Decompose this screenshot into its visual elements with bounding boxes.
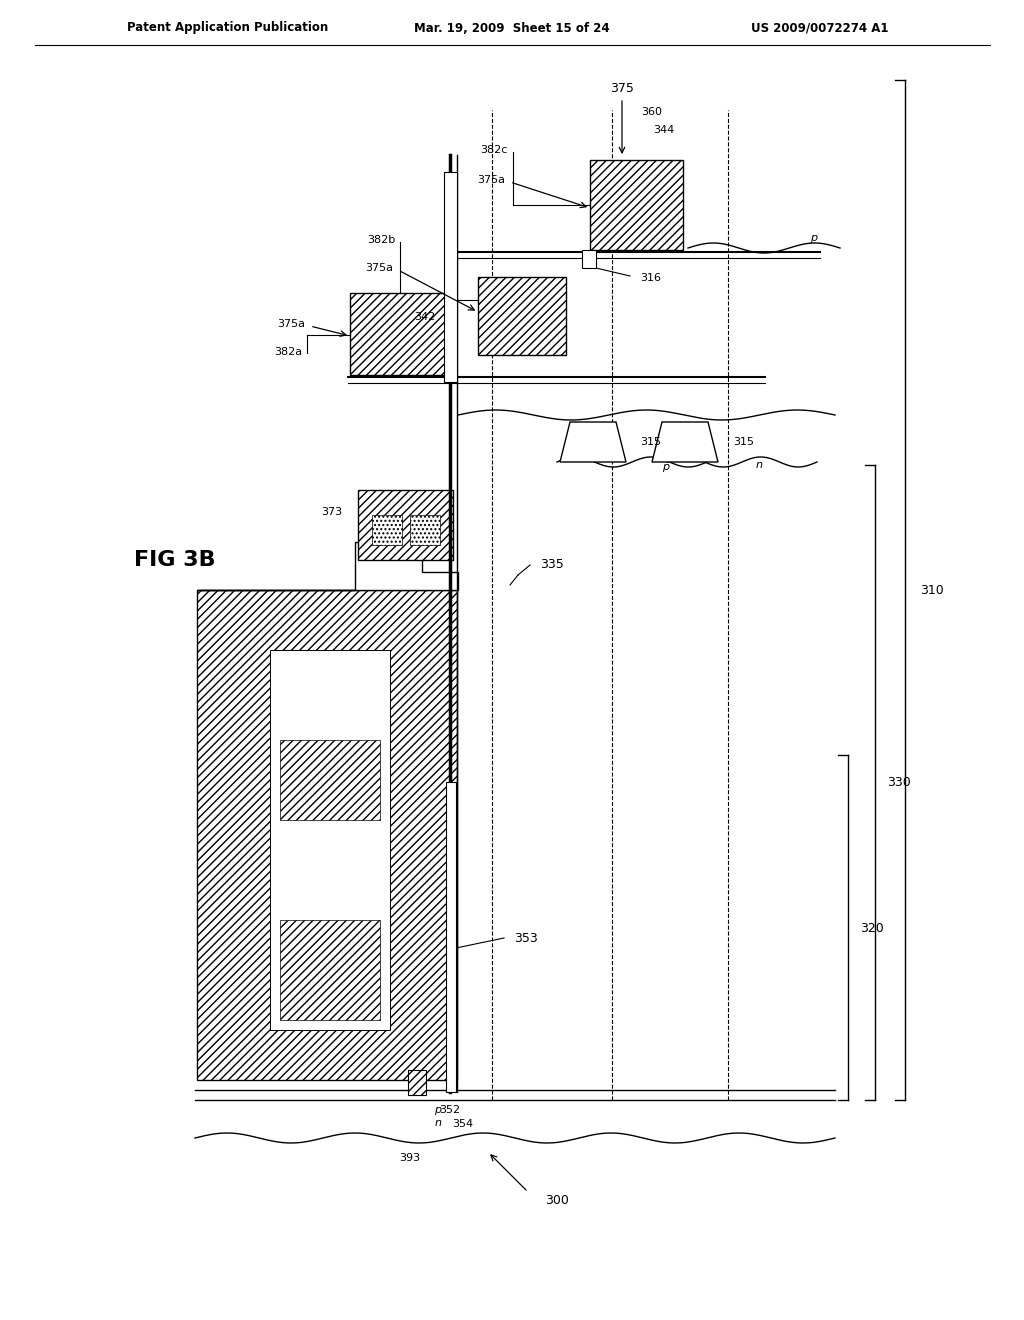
Text: 375a: 375a [278,319,305,329]
Bar [446,781,456,1092]
Text: 315: 315 [640,437,662,447]
Text: 320: 320 [860,921,884,935]
Bar [372,515,402,545]
Bar [590,160,683,249]
Text: 352: 352 [439,1105,461,1115]
Polygon shape [560,422,626,462]
Text: 335: 335 [540,558,564,572]
Text: 300: 300 [545,1193,569,1206]
Polygon shape [652,422,718,462]
Text: 316: 316 [640,273,662,282]
Text: 360: 360 [641,107,662,117]
Text: p: p [434,1105,441,1115]
Polygon shape [197,543,458,590]
Text: 354: 354 [453,1119,473,1129]
Bar [478,277,566,355]
Bar [444,172,457,381]
Bar [410,515,440,545]
Text: 330: 330 [887,776,910,789]
Text: FIG 3B: FIG 3B [134,550,216,570]
Bar [280,920,380,1020]
Text: 393: 393 [399,1152,421,1163]
Text: 373: 373 [321,507,342,517]
Text: 342: 342 [414,312,435,322]
Text: 382b: 382b [367,235,395,246]
Text: 353: 353 [514,932,538,945]
Text: 382c: 382c [480,145,508,154]
Text: p: p [662,462,669,473]
Text: 344: 344 [653,125,674,135]
Text: Mar. 19, 2009  Sheet 15 of 24: Mar. 19, 2009 Sheet 15 of 24 [414,21,610,34]
Text: 315: 315 [733,437,754,447]
Text: Patent Application Publication: Patent Application Publication [127,21,329,34]
Bar [408,1071,426,1096]
Bar [582,249,596,268]
Text: 375a: 375a [365,263,393,273]
Text: US 2009/0072274 A1: US 2009/0072274 A1 [752,21,889,34]
Bar [270,649,390,1030]
Bar [280,741,380,820]
Text: n: n [434,1118,441,1129]
Text: 375: 375 [610,82,634,95]
Bar [358,490,453,560]
Text: 382a: 382a [273,347,302,356]
Text: n: n [756,459,763,470]
Bar [197,590,457,1080]
Text: 310: 310 [920,583,944,597]
Text: 375a: 375a [477,176,505,185]
Text: p: p [810,234,817,243]
Bar [350,293,445,375]
